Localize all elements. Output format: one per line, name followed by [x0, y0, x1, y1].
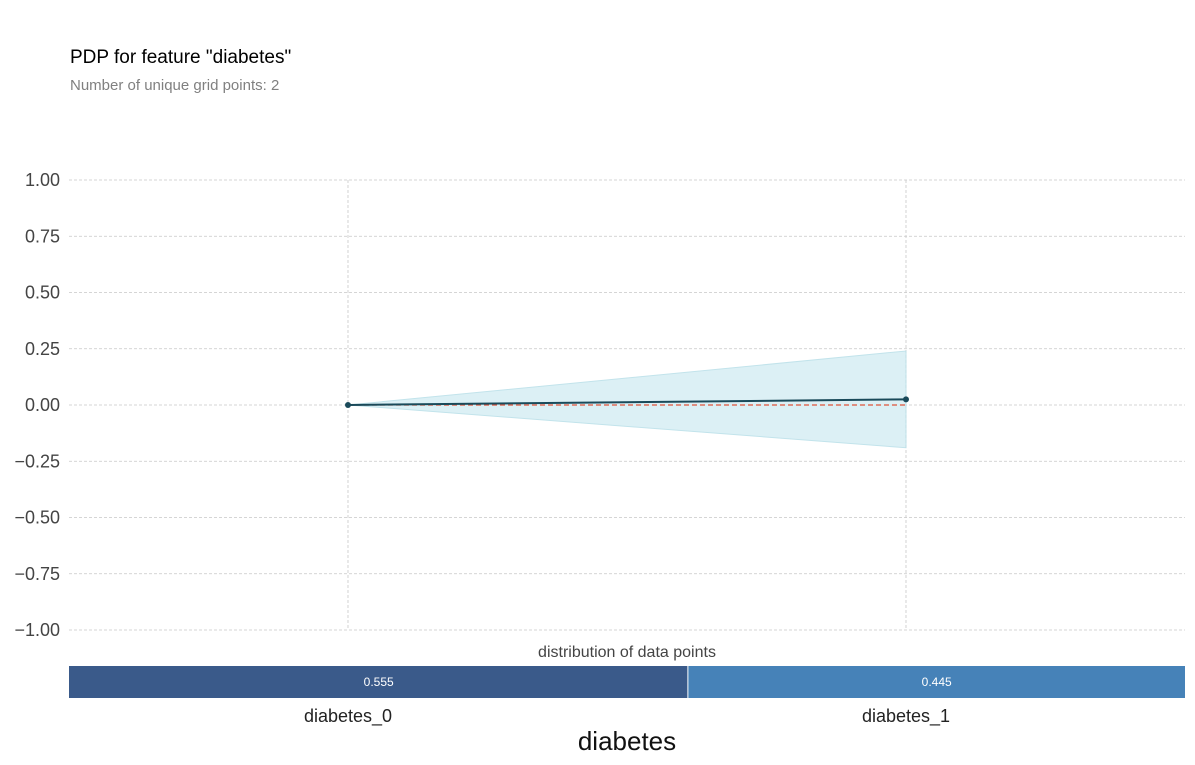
y-tick-label: 0.75	[25, 226, 60, 246]
distribution-value: 0.555	[364, 675, 394, 689]
distribution-segment	[688, 666, 1185, 698]
chart-title: PDP for feature "diabetes"	[70, 47, 292, 68]
pdp-point	[345, 402, 351, 408]
y-tick-label: 0.25	[25, 339, 60, 359]
x-axis-label: diabetes	[578, 726, 676, 756]
y-axis-ticks: 1.00 0.75 0.50 0.25 0.00 −0.25 −0.50 −0.75 −1.00	[14, 170, 60, 640]
pdp-line	[347, 398, 907, 406]
distribution-value: 0.445	[922, 675, 952, 689]
pdp-point	[903, 396, 909, 403]
distribution-segment	[69, 666, 688, 698]
distribution-bar: distribution of data points 0.555 0.445	[69, 644, 1185, 698]
chart-subtitle: Number of unique grid points: 2	[70, 77, 280, 94]
y-tick-label: −0.75	[14, 564, 60, 584]
y-tick-label: 0.50	[25, 283, 60, 303]
pdp-series	[345, 396, 909, 408]
y-tick-label: −1.00	[14, 620, 60, 640]
distribution-title: distribution of data points	[538, 644, 716, 661]
y-tick-label: −0.25	[14, 451, 60, 471]
x-tick-label: diabetes_0	[304, 706, 392, 727]
y-tick-label: −0.50	[14, 508, 60, 528]
y-tick-label: 1.00	[25, 170, 60, 190]
x-tick-label: diabetes_1	[862, 706, 950, 727]
x-axis-ticks: diabetes_0 diabetes_1	[304, 706, 950, 727]
y-tick-label: 0.00	[25, 395, 60, 415]
